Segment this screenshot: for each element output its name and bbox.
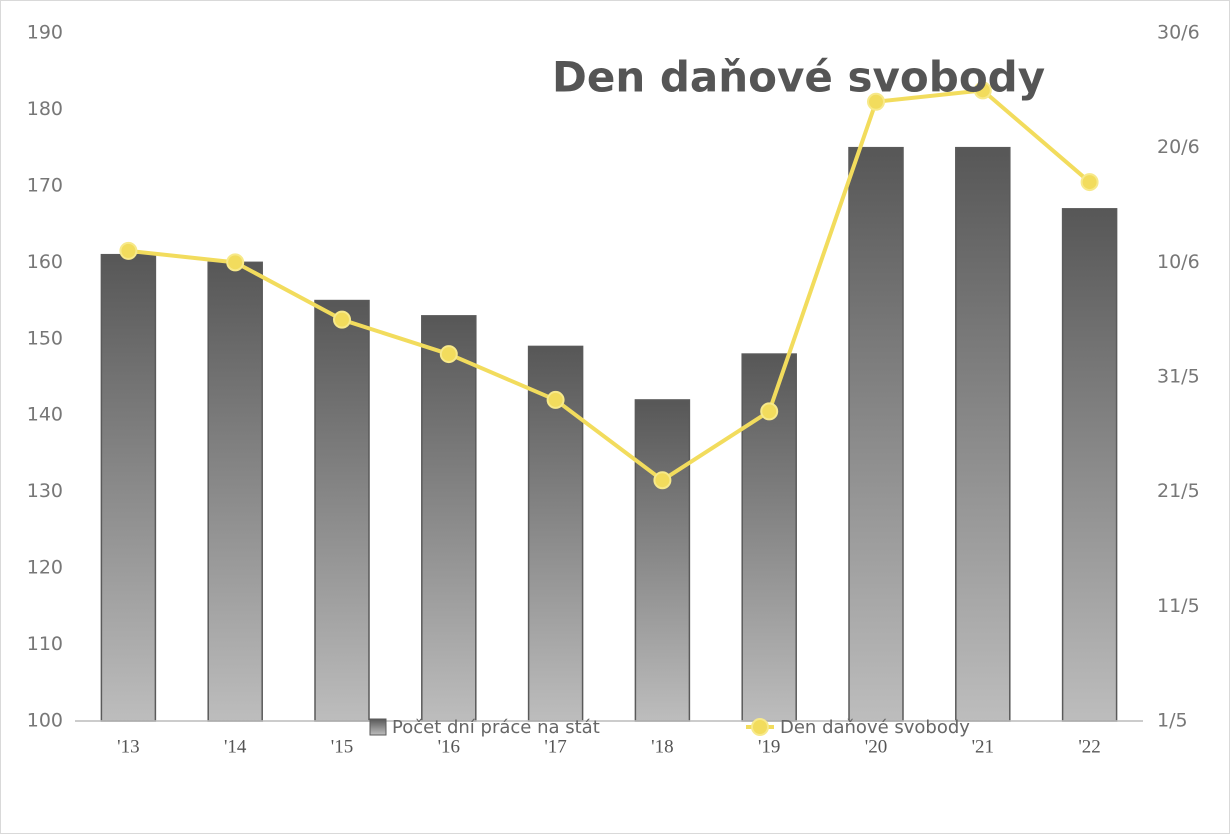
x-tick-label: '17 — [544, 736, 566, 757]
line-marker — [333, 310, 351, 329]
legend-label: Počet dní práce na stát — [392, 717, 600, 738]
y2-tick-label: 11/5 — [1157, 595, 1200, 617]
legend-label: Den daňové svobody — [780, 717, 970, 738]
y2-tick-label: 10/6 — [1157, 251, 1200, 273]
bar — [955, 146, 1011, 722]
x-tick-label: '14 — [224, 736, 247, 757]
bar — [314, 299, 370, 722]
line-marker — [760, 402, 779, 421]
x-tick-label: '20 — [865, 736, 887, 757]
legend-swatch — [751, 718, 769, 736]
y-tick-label: 100 — [27, 710, 63, 732]
bar — [634, 399, 691, 722]
y-tick-label: 130 — [27, 480, 63, 502]
y2-tick-label: 21/5 — [1157, 480, 1200, 502]
line-marker — [439, 345, 458, 364]
line — [128, 88, 1091, 483]
line-marker — [119, 241, 138, 260]
chart-title: Den daňové svobody — [552, 53, 1045, 102]
line-marker — [1080, 173, 1099, 192]
y-tick-label: 110 — [27, 633, 63, 655]
y-tick-label: 120 — [27, 557, 63, 579]
y-tick-label: 190 — [27, 22, 63, 44]
line-marker — [226, 253, 245, 272]
y-tick-label: 150 — [27, 327, 63, 349]
y2-tick-label: 30/6 — [1157, 22, 1200, 44]
line-marker — [973, 81, 992, 100]
y2-tick-label: 1/5 — [1157, 710, 1188, 732]
bar — [1061, 208, 1118, 722]
x-tick-label: '15 — [331, 736, 353, 757]
x-tick-label: '13 — [117, 736, 139, 757]
legend-swatch — [369, 718, 387, 736]
line-marker — [546, 390, 565, 409]
bar — [421, 315, 477, 722]
bar — [207, 261, 263, 722]
y-tick-label: 180 — [27, 98, 63, 120]
y-tick-label: 140 — [27, 404, 63, 426]
plot-area: 100 110 120 130 140 150 160 170 180 190 1/5 11/5 21/… — [27, 22, 1200, 758]
y-tick-label: 170 — [27, 174, 63, 196]
x-tick-label: '18 — [651, 736, 673, 757]
bar — [848, 146, 904, 722]
bar — [100, 253, 157, 722]
x-tick-label: '22 — [1078, 736, 1100, 757]
x-tick-label: '19 — [758, 736, 780, 757]
line-marker — [653, 471, 672, 490]
y-tick-label: 160 — [27, 251, 63, 273]
x-tick-label: '16 — [438, 736, 460, 757]
line-marker — [867, 92, 885, 111]
y2-tick-label: 31/5 — [1157, 366, 1200, 388]
y2-tick-label: 20/6 — [1157, 136, 1200, 158]
x-tick-label: '21 — [972, 736, 994, 757]
